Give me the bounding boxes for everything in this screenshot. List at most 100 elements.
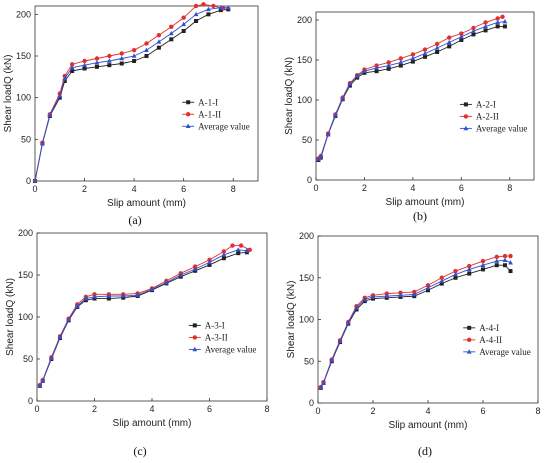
data-point xyxy=(410,59,415,64)
legend-label: A-4-II xyxy=(479,335,502,345)
data-point xyxy=(131,47,137,53)
x-tick-label: 0 xyxy=(315,406,320,416)
legend-label: Average value xyxy=(198,121,250,131)
data-point xyxy=(106,58,112,63)
data-point xyxy=(238,243,244,248)
data-point xyxy=(374,69,379,74)
data-point xyxy=(156,32,162,38)
data-point xyxy=(318,385,324,390)
data-point xyxy=(193,11,199,17)
data-point xyxy=(135,292,141,297)
legend-marker xyxy=(192,346,198,352)
data-point xyxy=(181,21,187,27)
legend-label: A-3-II xyxy=(205,332,228,342)
data-point xyxy=(467,271,472,276)
y-tick-label: 100 xyxy=(297,95,312,105)
data-point xyxy=(439,281,444,286)
y-tick-label: 100 xyxy=(299,315,314,325)
data-point xyxy=(69,62,75,67)
data-point xyxy=(495,16,500,21)
y-tick-label: 200 xyxy=(16,9,31,19)
data-point xyxy=(193,3,199,9)
data-point xyxy=(495,19,501,25)
data-point xyxy=(459,38,464,42)
data-point xyxy=(57,93,63,98)
data-point xyxy=(218,5,224,10)
data-point xyxy=(425,285,431,290)
y-tick-label: 0 xyxy=(26,176,31,186)
data-point xyxy=(247,247,252,252)
legend-entry: A-2-I xyxy=(459,99,496,109)
y-tick-label: 100 xyxy=(18,312,33,322)
data-point xyxy=(500,14,505,19)
data-point xyxy=(235,247,241,252)
y-tick-label: 150 xyxy=(299,273,314,283)
y-tick-label: 150 xyxy=(16,51,31,61)
data-point xyxy=(471,32,476,37)
y-tick-label: 50 xyxy=(23,354,33,364)
data-point xyxy=(94,64,99,69)
data-point xyxy=(340,95,346,101)
legend-entry: Average value xyxy=(459,123,527,133)
legend-entry: A-2-II xyxy=(459,111,499,121)
data-point xyxy=(144,47,149,52)
legend-marker xyxy=(192,323,197,328)
data-point xyxy=(218,8,223,13)
data-point xyxy=(83,295,89,301)
data-point xyxy=(144,54,149,58)
legend-entry: A-1-II xyxy=(182,109,221,119)
data-point xyxy=(483,23,488,29)
x-tick-label: 6 xyxy=(207,404,212,414)
data-point xyxy=(502,19,508,24)
data-point xyxy=(354,73,360,78)
data-point xyxy=(221,252,227,257)
legend-label: Average value xyxy=(479,347,531,357)
panel-caption: (c) xyxy=(133,444,146,458)
plot-frame xyxy=(315,11,535,181)
y-tick-label: 200 xyxy=(297,15,312,25)
x-axis-label: Slip amount (mm) xyxy=(107,198,186,209)
y-axis-label: Shear loadQ (kN) xyxy=(286,281,297,359)
y-tick-label: 150 xyxy=(18,270,33,280)
y-tick-label: 200 xyxy=(299,231,314,241)
data-point xyxy=(178,272,184,277)
data-point xyxy=(410,52,416,57)
data-point xyxy=(169,37,174,42)
data-point xyxy=(483,20,488,25)
series-triangle xyxy=(318,257,513,390)
data-point xyxy=(386,63,392,68)
data-point xyxy=(107,53,112,59)
legend-marker xyxy=(467,325,472,330)
data-point xyxy=(422,47,428,52)
data-point xyxy=(502,253,508,259)
data-point xyxy=(453,275,458,280)
series-triangle xyxy=(316,19,508,161)
data-point xyxy=(386,66,391,71)
data-point xyxy=(503,263,507,268)
legend-marker xyxy=(463,125,469,131)
y-axis-label: Shear loadQ (kN) xyxy=(284,57,295,135)
x-tick-label: 6 xyxy=(181,184,186,194)
y-tick-label: 150 xyxy=(297,55,312,65)
data-point xyxy=(354,305,359,310)
legend-label: Average value xyxy=(205,344,257,354)
data-point xyxy=(467,263,472,269)
series-circle xyxy=(316,14,505,161)
data-point xyxy=(82,62,87,67)
legend-marker xyxy=(466,349,472,354)
data-point xyxy=(494,258,500,263)
x-tick-label: 6 xyxy=(480,406,485,416)
data-point xyxy=(119,61,124,66)
data-point xyxy=(40,378,46,383)
legend-label: A-3-I xyxy=(205,320,225,330)
data-point xyxy=(508,269,513,274)
data-point xyxy=(207,262,212,267)
plot-frame xyxy=(36,232,268,402)
data-point xyxy=(82,58,87,64)
y-axis-label: Shear loadQ (kN) xyxy=(5,278,16,356)
x-tick-label: 4 xyxy=(149,404,154,414)
x-axis-label: Slip amount (mm) xyxy=(389,420,468,431)
data-point xyxy=(502,24,507,29)
data-point xyxy=(206,12,211,17)
data-point xyxy=(62,79,67,83)
